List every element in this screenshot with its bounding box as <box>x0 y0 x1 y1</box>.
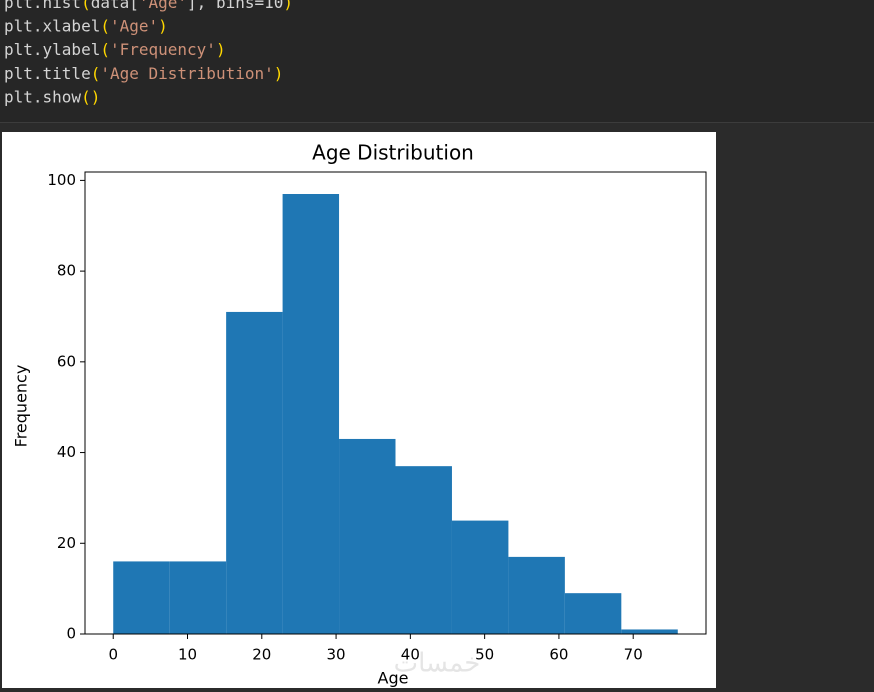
x-tick-label: 10 <box>178 646 197 664</box>
bar <box>226 311 283 634</box>
code-line: plt.show() <box>4 87 100 106</box>
x-tick-label: 30 <box>327 646 346 664</box>
code-line: plt.hist(data['Age'], bins=10) <box>4 0 293 12</box>
code-line: plt.ylabel('Frequency') <box>4 40 226 59</box>
watermark: خمسات <box>394 649 481 679</box>
chart-title: Age Distribution <box>312 141 474 165</box>
y-tick-label: 0 <box>66 625 76 643</box>
bar <box>339 438 396 634</box>
y-tick-label: 60 <box>57 352 76 370</box>
y-tick-label: 20 <box>57 534 76 552</box>
bar <box>451 520 509 634</box>
code-cell <box>0 0 874 122</box>
x-tick-label: 0 <box>108 646 118 664</box>
x-tick-label: 20 <box>252 646 271 664</box>
bar <box>169 561 227 634</box>
y-tick-label: 100 <box>47 171 76 189</box>
x-axis-label: Age <box>378 669 409 688</box>
bar <box>564 593 622 634</box>
x-tick-label: 40 <box>401 646 420 664</box>
bar <box>508 556 565 634</box>
y-tick-label: 80 <box>57 262 76 280</box>
y-tick-label: 40 <box>57 443 76 461</box>
y-axis-label: Frequency <box>12 365 31 448</box>
bar <box>621 629 678 634</box>
x-tick-label: 60 <box>549 646 568 664</box>
code-line: plt.title('Age Distribution') <box>4 63 283 82</box>
bar <box>282 194 340 634</box>
bar <box>395 466 452 634</box>
bar <box>113 561 170 634</box>
x-tick-label: 70 <box>624 646 643 664</box>
code-line: plt.xlabel('Age') <box>4 16 168 35</box>
x-tick-label: 50 <box>475 646 494 664</box>
axes-frame <box>84 171 707 635</box>
